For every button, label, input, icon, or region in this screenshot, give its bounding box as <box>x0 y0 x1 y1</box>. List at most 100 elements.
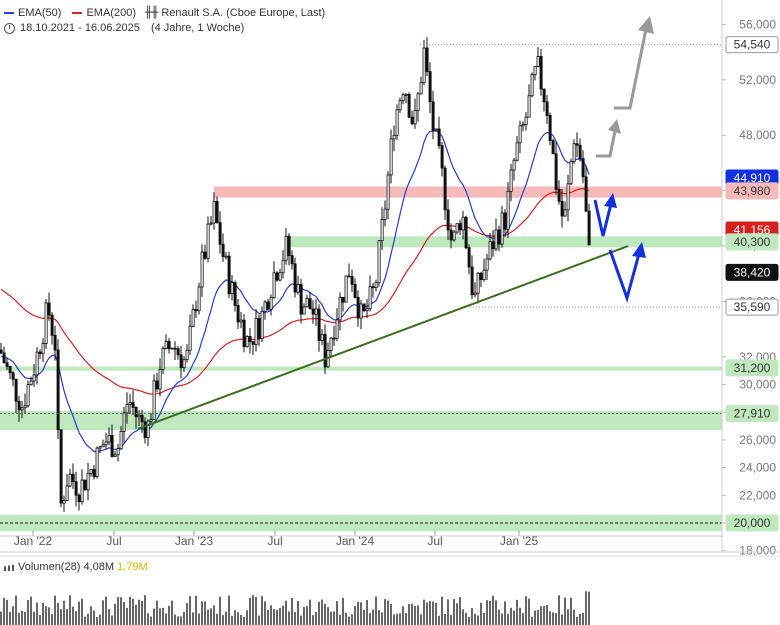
volume-bar <box>387 600 389 625</box>
volume-bar <box>78 601 80 625</box>
volume-bar <box>282 605 284 625</box>
price-marker-grey <box>725 298 779 316</box>
volume-bar <box>573 609 575 625</box>
candle-body <box>476 272 480 294</box>
candle-body <box>557 188 561 202</box>
volume-bar <box>357 601 359 625</box>
volume-bar <box>51 614 53 625</box>
volume-bar <box>27 599 29 625</box>
volume-bar <box>564 597 566 625</box>
price-marker-label: 44,910 <box>734 171 771 185</box>
price-marker-label: 35,590 <box>734 300 771 314</box>
candle-body <box>155 380 159 390</box>
candle-body <box>206 223 210 259</box>
volume-bar <box>177 616 179 625</box>
volume-bar <box>441 596 443 625</box>
x-tick-label: Jan '24 <box>336 534 375 548</box>
volume-avg: 1,79M <box>117 561 148 573</box>
volume-bar <box>393 614 395 625</box>
price-marker-label: 31,200 <box>734 361 771 375</box>
volume-bar <box>57 602 59 625</box>
volume-bar <box>540 606 542 625</box>
volume-bar <box>585 591 587 625</box>
candle-body <box>2 352 6 364</box>
candle-body <box>20 407 24 411</box>
volume-bar <box>354 606 356 625</box>
candle-body <box>458 223 462 231</box>
candle-body <box>233 282 237 306</box>
volume-bar <box>414 605 416 625</box>
arrow-up-grey-small <box>596 125 618 158</box>
candle-body <box>131 402 135 408</box>
candle-body <box>410 116 414 125</box>
volume-bar <box>462 609 464 625</box>
volume-bar <box>228 595 230 625</box>
volume-bar <box>267 609 269 625</box>
volume-bar <box>252 595 254 625</box>
candle-body <box>218 222 222 245</box>
volume-bar <box>450 614 452 625</box>
candle-body <box>314 308 318 315</box>
volume-bar <box>141 601 143 625</box>
volume-bar <box>105 596 107 625</box>
candle-body <box>497 229 501 245</box>
volume-bar <box>378 610 380 625</box>
volume-bar <box>399 613 401 625</box>
candle-body <box>359 303 363 319</box>
price-marker-label: 20,000 <box>734 516 771 530</box>
volume-bar <box>498 609 500 625</box>
volume-bar <box>249 597 251 625</box>
candle-body <box>209 222 213 225</box>
candle-body <box>323 334 327 368</box>
candle-body <box>41 343 45 354</box>
y-tick-label: 26,000 <box>739 433 776 447</box>
candle-body <box>74 481 78 496</box>
candle-body <box>485 258 489 271</box>
x-tick-label: Jul <box>427 534 442 548</box>
volume-bar <box>549 611 551 625</box>
zone-resistance <box>214 186 722 198</box>
volume-bar <box>543 606 545 625</box>
y-tick-label: 30,000 <box>739 378 776 392</box>
volume-bar <box>246 610 248 625</box>
volume-value: 4,08M <box>83 561 115 573</box>
volume-bar <box>480 602 482 625</box>
volume-bar <box>408 604 410 625</box>
candle-body <box>455 223 459 233</box>
candle-body <box>437 128 441 147</box>
candle-body <box>461 216 465 231</box>
volume-bar <box>435 602 437 625</box>
candle-body <box>149 419 153 422</box>
volume-bar <box>195 595 197 625</box>
volume-bar <box>18 612 20 625</box>
volume-bar <box>402 606 404 625</box>
candle-body <box>383 208 387 220</box>
candle-body <box>422 47 426 84</box>
x-axis: Jan '22 Jul Jan '23 Jul Jan '24 Jul Jan '25 <box>0 531 780 553</box>
candle-body <box>473 292 477 296</box>
candle-body <box>14 378 18 402</box>
volume-bar <box>522 613 524 625</box>
volume-bar <box>294 612 296 625</box>
volume-bar <box>417 605 419 625</box>
volume-bar <box>279 607 281 625</box>
volume-bar <box>72 606 74 625</box>
candle-body <box>527 95 531 118</box>
candle-body <box>374 282 378 289</box>
candle-body <box>146 420 150 439</box>
volume-bar <box>471 608 473 625</box>
candle-body <box>482 269 486 281</box>
y-tick-label: 56,000 <box>739 17 776 31</box>
candle-body <box>98 446 102 449</box>
candle-body <box>65 485 69 501</box>
volume-bar <box>15 595 17 625</box>
volume-bar <box>384 599 386 625</box>
candle-body <box>122 412 126 432</box>
candle-body <box>104 441 108 446</box>
candle-body <box>467 247 471 268</box>
candle-body <box>362 303 366 312</box>
candle-body <box>260 310 264 339</box>
candle-body <box>452 231 456 241</box>
zone-support <box>287 236 722 248</box>
